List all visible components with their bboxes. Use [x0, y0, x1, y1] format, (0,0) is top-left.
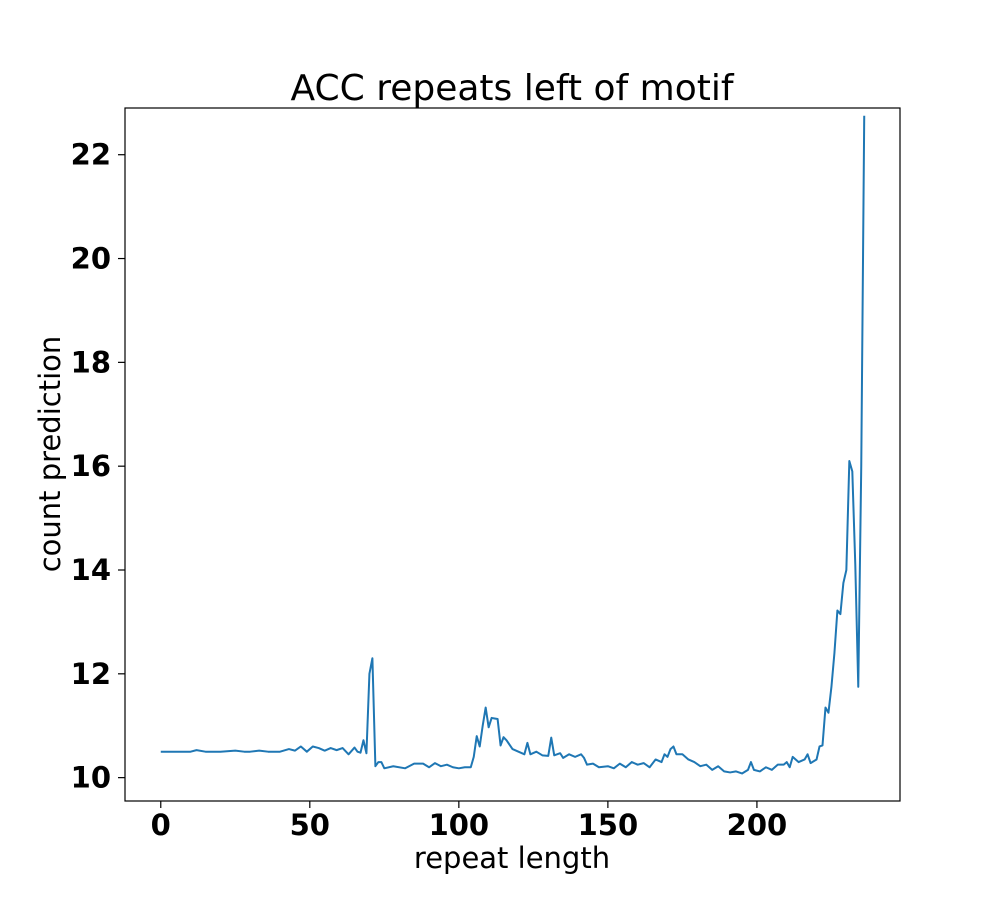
x-tick-label: 100: [429, 808, 490, 842]
x-tick-label: 0: [151, 808, 171, 842]
chart-title: ACC repeats left of motif: [290, 68, 734, 109]
y-tick-label: 22: [71, 138, 111, 172]
y-tick-label: 18: [71, 345, 111, 379]
plot-frame: [124, 107, 901, 802]
x-axis-label: repeat length: [414, 841, 610, 875]
y-tick-label: 12: [71, 657, 111, 691]
y-axis-label: count prediction: [33, 336, 67, 573]
y-tick-label: 20: [71, 242, 111, 276]
x-tick-label: 150: [578, 808, 639, 842]
y-tick-label: 16: [71, 449, 111, 483]
y-tick-label: 14: [71, 553, 111, 587]
x-tick-label: 200: [727, 808, 788, 842]
y-tick-label: 10: [71, 761, 111, 795]
x-tick-label: 50: [290, 808, 330, 842]
plot-area: 0 50 100 150 200 10 12 14 16 18 20 22: [71, 107, 901, 842]
series-line-0: [160, 115, 866, 775]
